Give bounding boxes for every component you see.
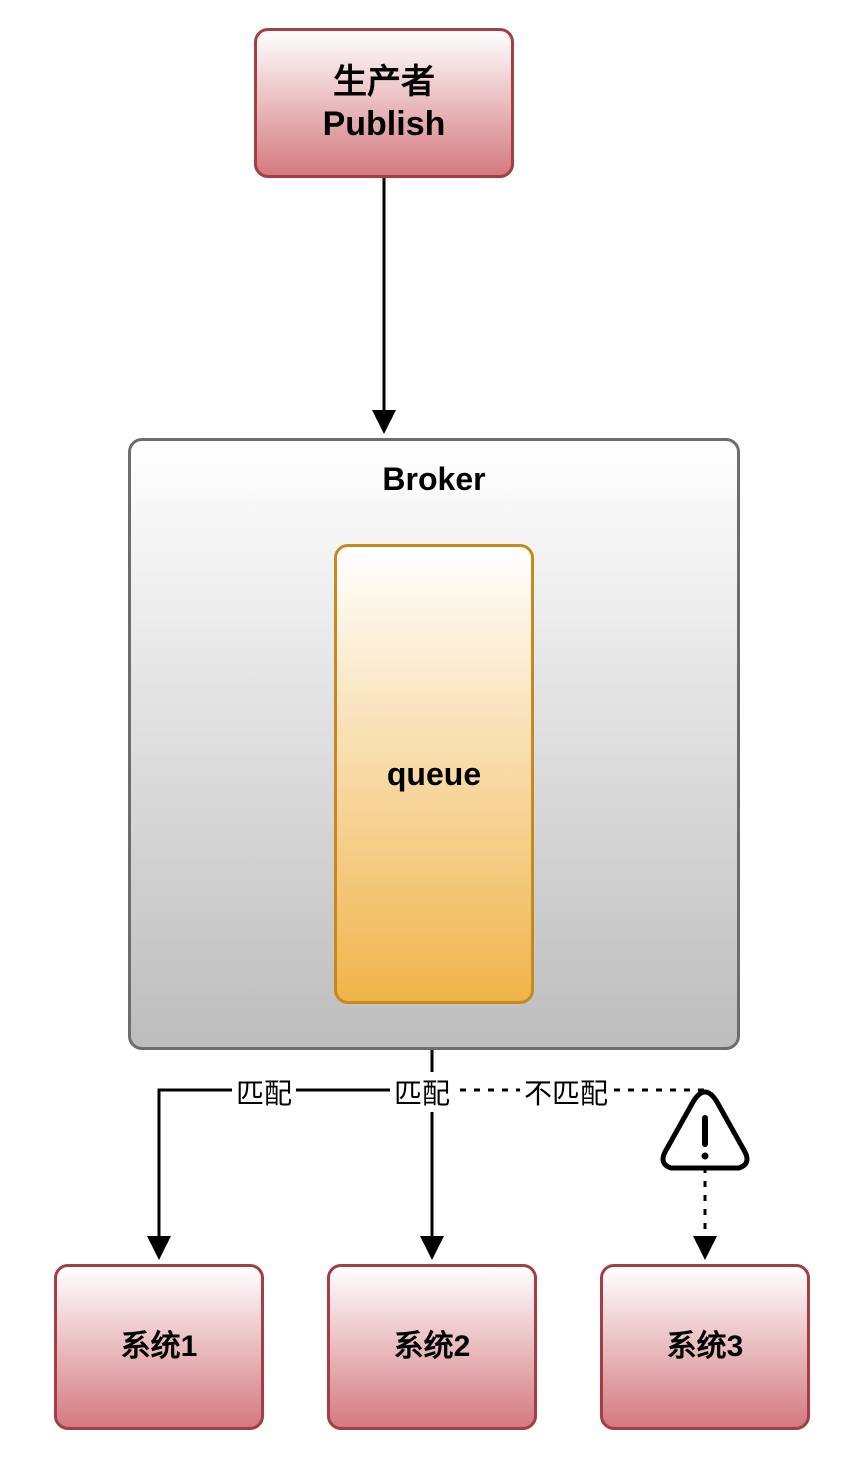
warning-icon — [663, 1092, 747, 1168]
producer-node: 生产者 Publish — [254, 28, 514, 178]
system2-node: 系统2 — [327, 1264, 537, 1430]
broker-title: Broker — [382, 459, 485, 499]
queue-label: queue — [387, 754, 481, 794]
producer-line1: 生产者 — [333, 61, 435, 104]
edge-label-match2: 匹配 — [390, 1072, 454, 1112]
system1-label: 系统1 — [121, 1328, 198, 1366]
queue-node: queue — [334, 544, 534, 1004]
edge-broker-system3 — [432, 1090, 705, 1256]
system2-label: 系统2 — [394, 1328, 471, 1366]
system3-node: 系统3 — [600, 1264, 810, 1430]
system3-label: 系统3 — [667, 1328, 744, 1366]
edge-label-match1: 匹配 — [232, 1072, 296, 1112]
system1-node: 系统1 — [54, 1264, 264, 1430]
edge-label-nomatch: 不匹配 — [520, 1072, 612, 1112]
edge-broker-system1 — [159, 1090, 432, 1256]
producer-line2: Publish — [323, 103, 446, 146]
